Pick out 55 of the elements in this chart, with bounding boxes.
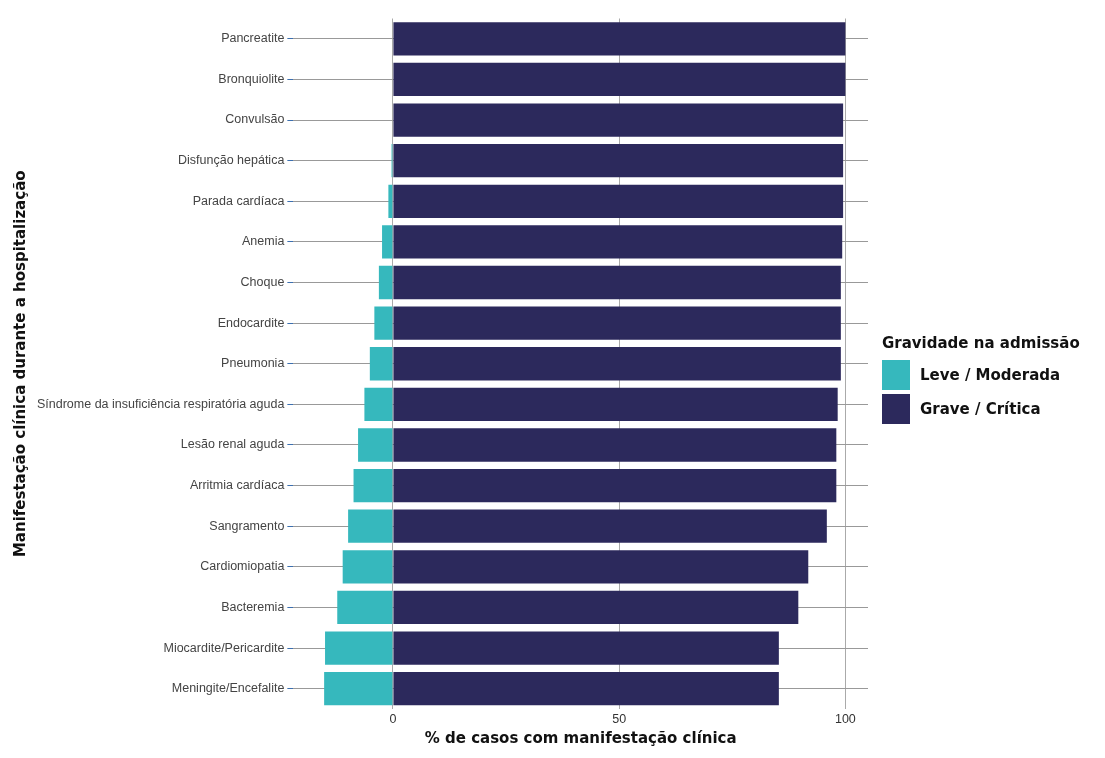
bar — [369, 347, 393, 381]
y-tick-label: Cardiomiopatia — [200, 559, 285, 574]
x-tick-label: 100 — [834, 711, 856, 726]
bar — [348, 509, 393, 543]
x-tick-label: 50 — [612, 711, 627, 726]
bar — [358, 428, 393, 462]
bar — [393, 347, 841, 381]
y-tick-label: Disfunção hepática — [178, 153, 285, 168]
bar — [393, 550, 809, 584]
y-tick-label: Sangramento — [209, 518, 285, 533]
y-tick-label: Bacteremia — [221, 599, 285, 614]
x-axis-title: % de casos com manifestação clínica — [424, 728, 737, 747]
bar — [393, 306, 841, 340]
bar — [393, 509, 827, 543]
bar — [393, 144, 844, 178]
bar — [382, 225, 393, 259]
bar — [393, 428, 837, 462]
bar — [364, 387, 393, 422]
bar — [353, 468, 393, 503]
bar — [388, 184, 393, 218]
y-tick-label: Arritmia cardíaca — [189, 478, 285, 493]
bar — [393, 468, 837, 503]
y-tick-label: Lesão renal aguda — [180, 437, 285, 452]
y-tick-label: Convulsão — [225, 112, 285, 127]
bar — [393, 22, 846, 56]
bar — [393, 631, 779, 665]
y-tick-label: Endocardite — [217, 315, 285, 330]
bar — [325, 631, 393, 665]
bar — [393, 62, 846, 97]
bar — [393, 672, 779, 706]
legend-title: Gravidade na admissão — [882, 333, 1080, 352]
legend-label: Grave / Crítica — [920, 399, 1041, 418]
bar — [324, 672, 393, 706]
y-tick-label: Pneumonia — [221, 356, 285, 371]
bar — [378, 265, 393, 300]
bar — [342, 550, 393, 584]
y-tick-label: Parada cardíaca — [192, 193, 285, 208]
bar — [337, 590, 393, 625]
legend-label: Leve / Moderada — [920, 365, 1061, 384]
bar — [393, 184, 844, 218]
bar — [393, 387, 838, 422]
y-tick-label: Síndrome da insuficiência respiratória aguda — [36, 396, 285, 411]
bar — [393, 103, 844, 137]
bar — [393, 590, 799, 625]
y-tick-label: Meningite/Encefalite — [171, 681, 285, 696]
y-tick-label: Bronquiolite — [218, 71, 285, 86]
bar — [374, 306, 393, 340]
y-axis-title: Manifestação clínica durante a hospitalização — [10, 170, 29, 558]
y-tick-label: Choque — [240, 274, 285, 289]
x-tick-label: 0 — [389, 711, 397, 726]
bar — [393, 225, 843, 259]
y-tick-label: Pancreatite — [221, 31, 285, 46]
y-tick-label: Anemia — [241, 234, 285, 249]
y-tick-label: Miocardite/Pericardite — [163, 640, 285, 655]
bar — [393, 265, 841, 300]
